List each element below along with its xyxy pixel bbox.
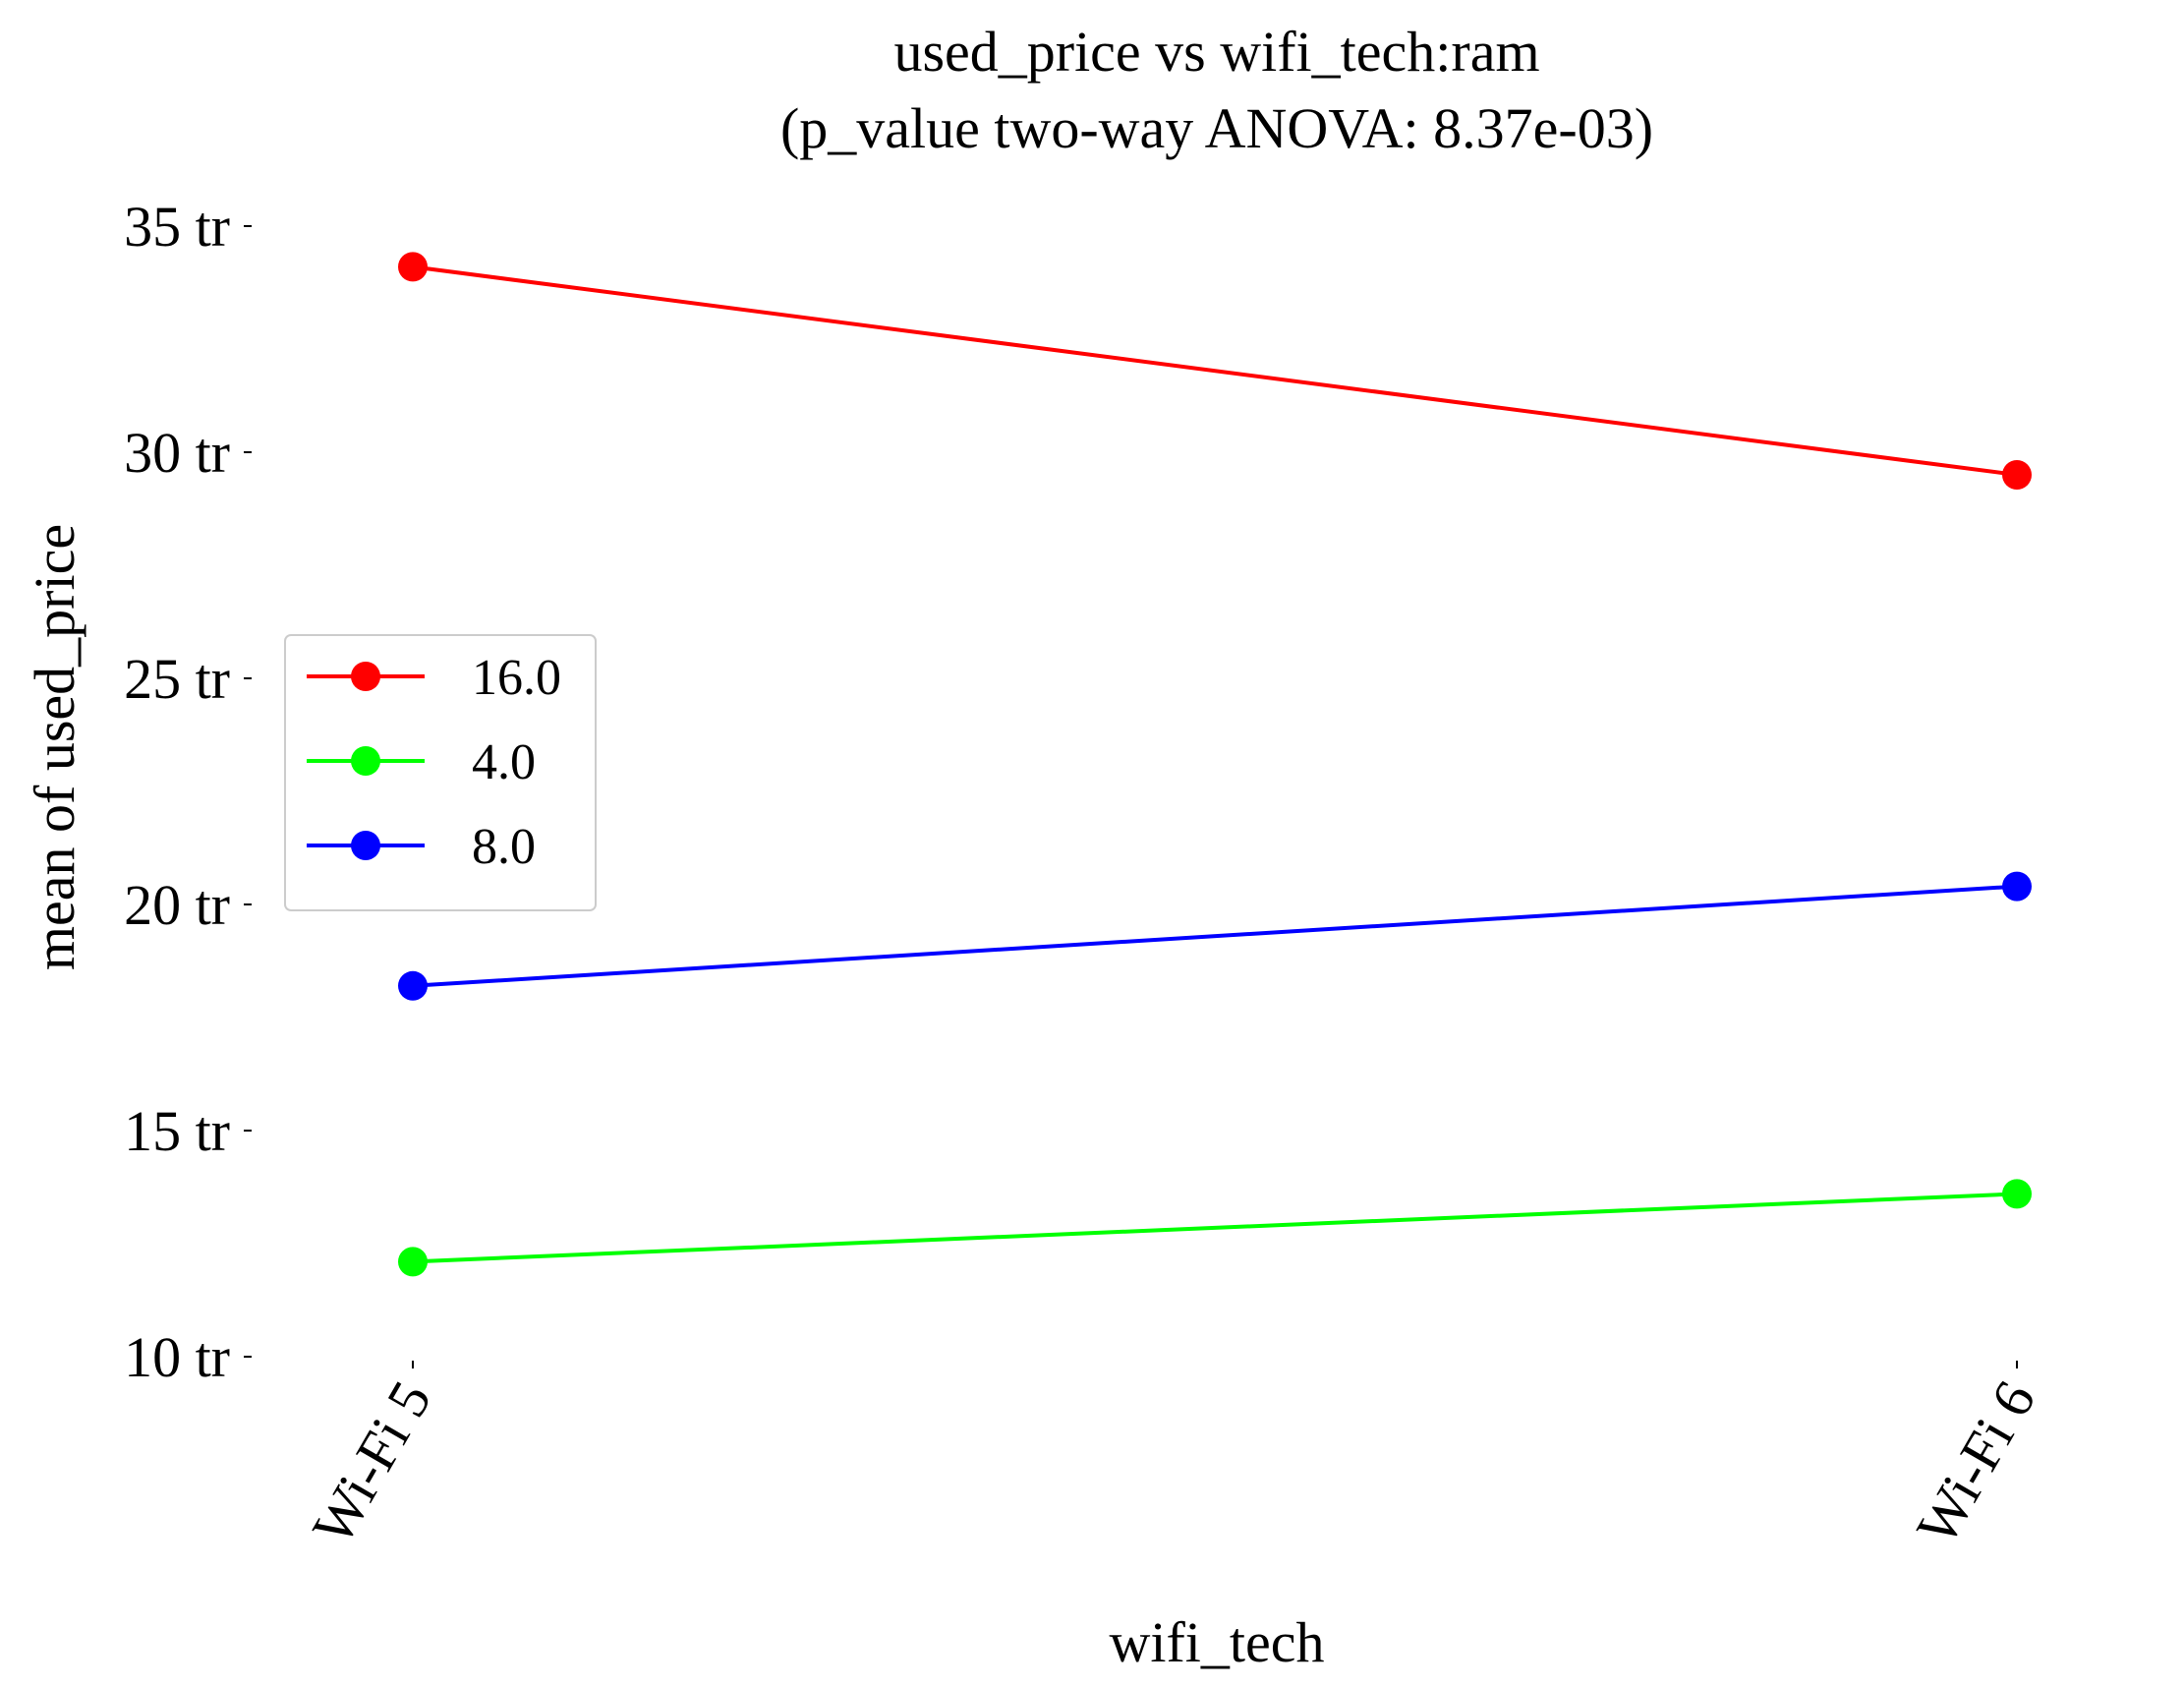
y-tick-label: 10 tr — [124, 1325, 230, 1389]
data-point — [2002, 871, 2032, 902]
series-line — [412, 1192, 2018, 1264]
x-axis: Wi-Fi 5 Wi-Fi 6 — [300, 1361, 2047, 1555]
legend-marker — [351, 662, 380, 691]
legend-marker — [351, 746, 380, 776]
data-point — [398, 970, 428, 1001]
data-point — [2002, 460, 2032, 490]
data-point — [398, 252, 428, 282]
y-axis: 10 tr 15 tr 20 tr 25 tr 30 tr 35 tr — [124, 195, 252, 1389]
legend-label: 4.0 — [472, 734, 536, 790]
y-tick-label: 20 tr — [124, 873, 230, 937]
series-line — [412, 264, 2018, 477]
series-line — [412, 884, 2018, 988]
data-point — [2002, 1179, 2032, 1209]
plot-area — [398, 252, 2032, 1277]
y-tick-label: 15 tr — [124, 1099, 230, 1163]
x-tick-label: Wi-Fi 5 — [300, 1370, 443, 1555]
legend: 16.0 4.0 8.0 — [284, 634, 597, 911]
y-tick-label: 25 tr — [124, 647, 230, 711]
chart-subtitle: (p_value two-way ANOVA: 8.37e-03) — [780, 96, 1653, 160]
chart-title: used_price vs wifi_tech:ram — [893, 20, 1539, 84]
x-tick-label: Wi-Fi 6 — [1904, 1370, 2047, 1555]
y-axis-label: mean of used_price — [23, 524, 86, 970]
legend-label: 8.0 — [472, 819, 536, 875]
y-tick-label: 30 tr — [124, 421, 230, 485]
legend-label: 16.0 — [472, 650, 561, 706]
y-tick-label: 35 tr — [124, 195, 230, 259]
data-point — [398, 1247, 428, 1277]
x-axis-label: wifi_tech — [1109, 1610, 1324, 1674]
legend-marker — [351, 831, 380, 860]
